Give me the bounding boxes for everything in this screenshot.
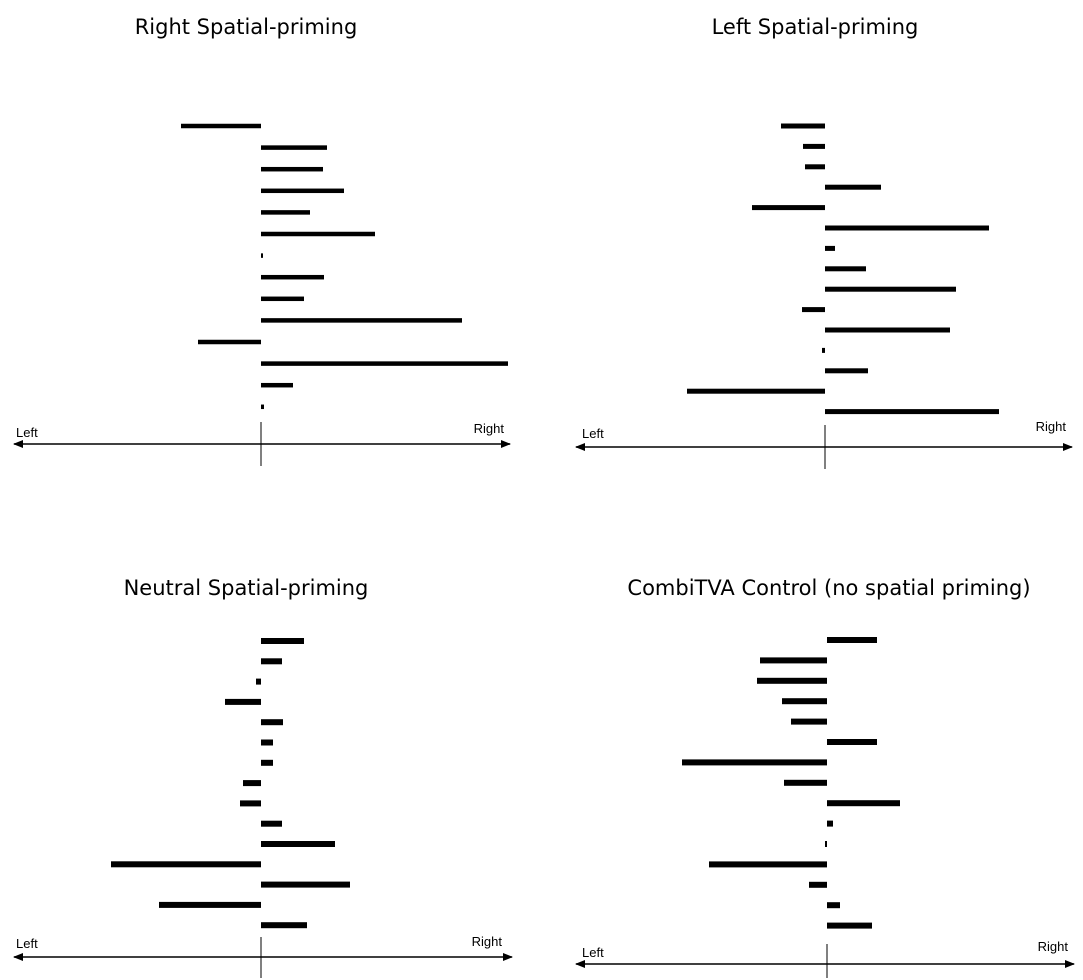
bar-15 — [261, 922, 307, 929]
panel-neutral-spatial-priming: Neutral Spatial-priming Left Right — [13, 576, 513, 978]
bars — [111, 638, 350, 929]
bar-6 — [825, 225, 989, 231]
bar-1 — [261, 638, 304, 644]
axis-label-left: Left — [582, 426, 604, 441]
bar-9 — [261, 296, 304, 302]
bar-11 — [825, 327, 950, 333]
bar-15 — [825, 409, 999, 415]
bar-2 — [261, 658, 282, 665]
bars — [682, 637, 900, 929]
bar-2 — [803, 143, 825, 149]
bar-13 — [809, 881, 827, 888]
bar-8 — [784, 779, 827, 786]
bar-10 — [802, 307, 825, 313]
bar-14 — [261, 404, 264, 410]
bar-5 — [791, 718, 827, 725]
chart-title: Right Spatial-priming — [135, 15, 358, 39]
axis-label-right: Right — [1036, 419, 1067, 434]
bar-15 — [827, 922, 872, 929]
panel-right-spatial-priming: Right Spatial-priming Left Right — [13, 15, 511, 466]
bar-3 — [805, 164, 825, 170]
bar-6 — [827, 739, 877, 745]
axis-label-left: Left — [16, 425, 38, 440]
bar-10 — [261, 318, 462, 323]
bar-13 — [261, 881, 350, 888]
bar-2 — [760, 657, 827, 664]
panel-left-spatial-priming: Left Spatial-priming Left Right — [575, 15, 1073, 469]
bars — [181, 123, 508, 410]
panel-combitva-control: CombiTVA Control (no spatial priming) Le… — [575, 576, 1075, 978]
bar-12 — [261, 361, 508, 366]
bar-11 — [825, 841, 827, 847]
bar-12 — [111, 861, 261, 868]
bar-10 — [827, 820, 833, 827]
bar-1 — [781, 123, 825, 129]
bar-4 — [225, 698, 261, 705]
bar-5 — [752, 205, 825, 211]
bar-4 — [261, 188, 344, 194]
bar-1 — [827, 637, 877, 643]
bar-5 — [261, 210, 310, 215]
bar-2 — [261, 145, 327, 150]
bar-14 — [687, 388, 825, 394]
bar-8 — [825, 266, 866, 272]
bar-10 — [261, 820, 282, 827]
bar-3 — [256, 678, 261, 685]
bar-4 — [825, 184, 881, 190]
bar-1 — [181, 123, 261, 129]
bar-3 — [757, 677, 827, 684]
bar-8 — [261, 274, 324, 280]
bar-7 — [825, 245, 835, 251]
chart-title: CombiTVA Control (no spatial priming) — [627, 576, 1030, 600]
bar-11 — [261, 841, 335, 847]
bar-9 — [825, 286, 956, 292]
bar-12 — [822, 347, 825, 353]
bar-14 — [159, 901, 261, 908]
bar-13 — [825, 368, 868, 374]
bars — [687, 123, 999, 415]
bar-5 — [261, 719, 283, 726]
bar-7 — [261, 253, 263, 258]
bar-12 — [709, 861, 827, 868]
axis-label-left: Left — [16, 936, 38, 951]
bar-6 — [261, 739, 273, 746]
bar-7 — [682, 759, 827, 766]
axis-label-left: Left — [582, 945, 604, 960]
bar-3 — [261, 166, 323, 172]
bar-13 — [261, 382, 293, 388]
bar-9 — [827, 800, 900, 807]
axis-label-right: Right — [472, 934, 503, 949]
bar-14 — [827, 902, 840, 909]
bar-6 — [261, 231, 375, 237]
bar-11 — [198, 339, 261, 345]
chart-title: Left Spatial-priming — [712, 15, 919, 39]
bar-8 — [243, 780, 261, 787]
axis-label-right: Right — [1038, 939, 1069, 954]
axis-label-right: Right — [474, 421, 505, 436]
bar-4 — [782, 698, 827, 705]
chart-title: Neutral Spatial-priming — [124, 576, 369, 600]
bar-7 — [261, 759, 273, 766]
bar-9 — [240, 800, 261, 807]
